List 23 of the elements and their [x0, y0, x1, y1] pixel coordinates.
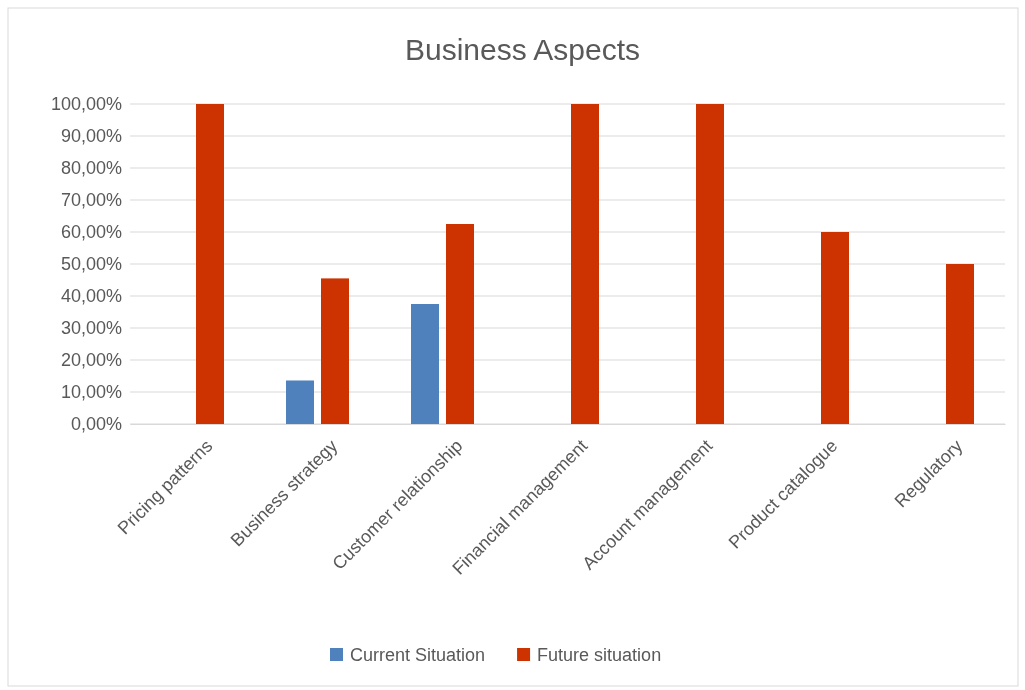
y-tick-label: 40,00%: [60, 286, 122, 307]
y-tick-label: 10,00%: [60, 382, 122, 403]
y-tick-label: 90,00%: [60, 126, 122, 147]
legend-label: Current Situation: [350, 645, 486, 666]
bar: [196, 104, 224, 424]
bar: [411, 304, 439, 424]
y-tick-label: 60,00%: [60, 222, 122, 243]
y-tick-label: 80,00%: [60, 158, 122, 179]
y-tick-label: 50,00%: [60, 254, 122, 275]
y-tick-label: 100,00%: [50, 94, 122, 115]
bar: [946, 264, 974, 424]
bar: [446, 224, 474, 424]
bar: [571, 104, 599, 424]
legend-label: Future situation: [537, 645, 662, 666]
y-tick-label: 20,00%: [60, 350, 122, 371]
y-tick-label: 30,00%: [60, 318, 122, 339]
bar: [286, 380, 314, 424]
bar: [321, 278, 349, 424]
bar: [821, 232, 849, 424]
chart-title: Business Aspects: [404, 33, 641, 66]
bar: [696, 104, 724, 424]
y-tick-label: 0,00%: [70, 414, 122, 435]
y-tick-label: 70,00%: [60, 190, 122, 211]
